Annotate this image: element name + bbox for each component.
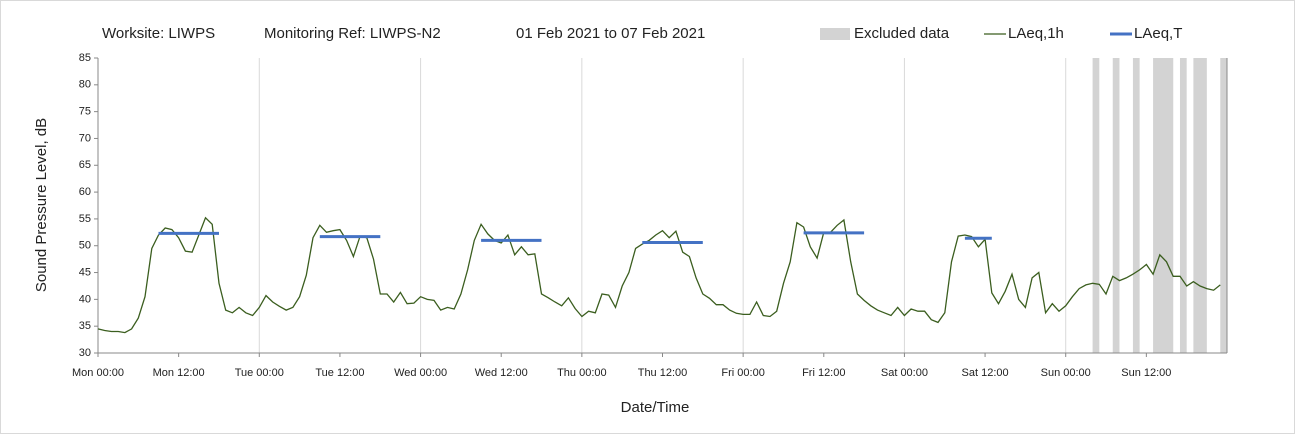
legend-label: LAeq,1h (1008, 25, 1064, 42)
title-ref: Monitoring Ref: LIWPS-N2 (264, 25, 441, 42)
x-tick-label: Wed 00:00 (394, 367, 447, 379)
y-tick-label: 55 (79, 213, 91, 225)
x-tick-label: Sun 00:00 (1041, 367, 1091, 379)
excluded-band (1112, 58, 1120, 353)
series-line (97, 216, 1221, 334)
y-tick-label: 30 (79, 347, 91, 359)
x-tick-label: Mon 00:00 (72, 367, 124, 379)
excluded-band (1193, 58, 1207, 353)
y-tick-label: 75 (79, 106, 91, 118)
x-tick-label: Fri 12:00 (802, 367, 845, 379)
x-tick-label: Sun 12:00 (1121, 367, 1171, 379)
legend-label: Excluded data (854, 25, 950, 42)
y-tick-label: 80 (79, 79, 91, 91)
title-dates: 01 Feb 2021 to 07 Feb 2021 (516, 25, 705, 42)
x-tick-label: Thu 12:00 (638, 367, 688, 379)
legend-swatch (820, 28, 850, 40)
x-tick-label: Fri 00:00 (721, 367, 764, 379)
x-axis-label: Date/Time (621, 399, 690, 416)
y-tick-label: 35 (79, 320, 91, 332)
y-tick-label: 70 (79, 132, 91, 144)
x-tick-label: Sat 12:00 (962, 367, 1009, 379)
series-line (158, 231, 992, 244)
x-tick-label: Tue 00:00 (235, 367, 284, 379)
x-tick-label: Thu 00:00 (557, 367, 607, 379)
x-tick-label: Mon 12:00 (153, 367, 205, 379)
excluded-band (1132, 58, 1140, 353)
y-tick-label: 45 (79, 266, 91, 278)
y-tick-label: 65 (79, 159, 91, 171)
x-tick-label: Tue 12:00 (315, 367, 364, 379)
x-tick-label: Sat 00:00 (881, 367, 928, 379)
y-tick-label: 60 (79, 186, 91, 198)
y-tick-label: 40 (79, 293, 91, 305)
y-tick-label: 50 (79, 240, 91, 252)
excluded-band (1153, 58, 1174, 353)
title-worksite: Worksite: LIWPS (102, 25, 215, 42)
y-axis-label: Sound Pressure Level, dB (33, 118, 50, 292)
excluded-band (1220, 58, 1227, 353)
x-tick-label: Wed 12:00 (475, 367, 528, 379)
y-tick-label: 85 (79, 52, 91, 64)
excluded-band (1092, 58, 1100, 353)
excluded-band (1179, 58, 1187, 353)
legend-label: LAeq,T (1134, 25, 1182, 42)
